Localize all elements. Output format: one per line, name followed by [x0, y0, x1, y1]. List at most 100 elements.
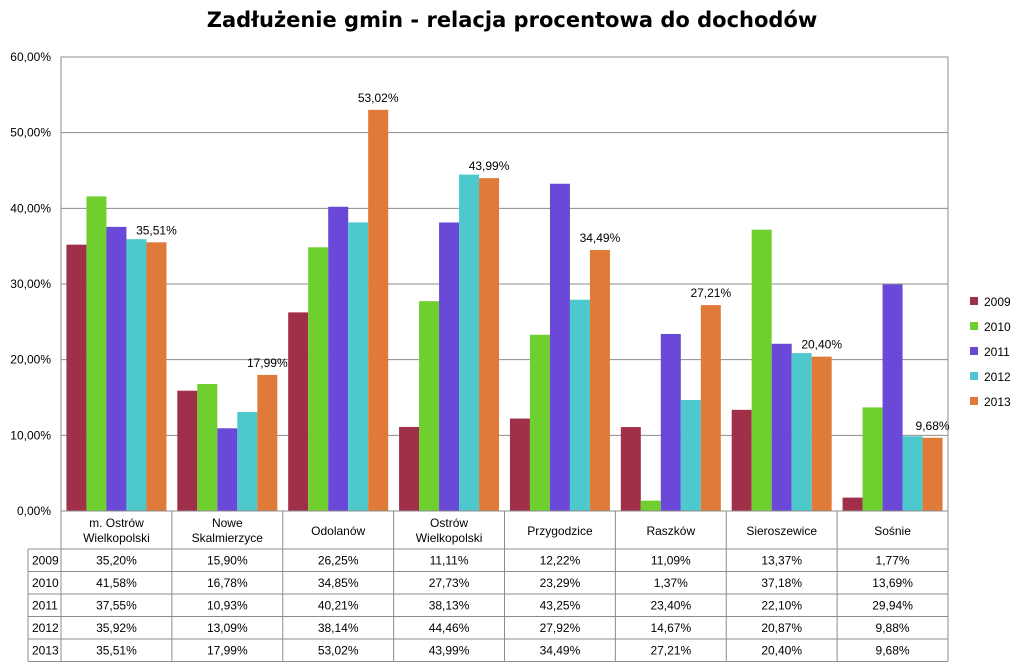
y-tick-label: 20,00%: [10, 353, 51, 367]
category-label: Wielkopolski: [83, 531, 150, 545]
bar-2013: [589, 250, 610, 511]
legend-label-2010: 2010: [984, 320, 1011, 334]
table-cell: 38,14%: [318, 621, 359, 635]
y-tick-label: 0,00%: [17, 504, 51, 518]
bar-2009: [399, 426, 420, 511]
data-label: 43,99%: [469, 159, 510, 173]
table-cell: 34,85%: [318, 576, 359, 590]
bar-2013: [146, 242, 167, 511]
y-tick-label: 10,00%: [10, 428, 51, 442]
bar-2012: [237, 411, 258, 511]
bar-2012: [459, 174, 480, 511]
data-label: 53,02%: [358, 91, 399, 105]
y-tick-label: 30,00%: [10, 277, 51, 291]
table-cell: 20,87%: [761, 621, 802, 635]
data-label: 27,21%: [690, 286, 731, 300]
category-label: Sieroszewice: [746, 524, 817, 538]
table-cell: 23,40%: [650, 598, 691, 612]
table-cell: 13,69%: [872, 576, 913, 590]
data-label: 35,51%: [136, 223, 177, 237]
legend-label-2012: 2012: [984, 370, 1011, 384]
bar-2010: [308, 247, 329, 511]
bar-2011: [549, 183, 570, 511]
table-cell: 41,58%: [96, 576, 137, 590]
bar-2010: [529, 334, 550, 511]
table-cell: 1,37%: [654, 576, 688, 590]
bar-2009: [66, 244, 87, 512]
table-cell: 23,29%: [540, 576, 581, 590]
table-cell: 13,09%: [207, 621, 248, 635]
bar-2013: [257, 374, 278, 511]
table-cell: 9,88%: [876, 621, 910, 635]
category-label: Ostrów: [430, 516, 468, 530]
legend-swatch-2010: [970, 322, 978, 330]
data-label: 17,99%: [247, 356, 288, 370]
bar-2010: [751, 229, 772, 511]
bar-2009: [509, 418, 530, 511]
table-cell: 35,51%: [96, 643, 137, 657]
row-header-2009: 2009: [32, 553, 59, 567]
bar-2012: [680, 399, 701, 511]
table-cell: 12,22%: [540, 553, 581, 567]
bar-2013: [368, 109, 389, 511]
table-cell: 1,77%: [876, 553, 910, 567]
category-label: Skalmierzyce: [192, 531, 264, 545]
legend-label-2011: 2011: [984, 345, 1010, 359]
category-label: Odolanów: [311, 524, 365, 538]
table-cell: 11,11%: [430, 553, 469, 567]
table-cell: 14,67%: [650, 621, 691, 635]
legend-label-2013: 2013: [984, 395, 1011, 409]
category-label: Wielkopolski: [416, 531, 483, 545]
table-cell: 16,78%: [207, 576, 248, 590]
row-header-2011: 2011: [32, 598, 58, 612]
bar-2012: [348, 222, 369, 511]
category-label: m. Ostrów: [89, 516, 144, 530]
bar-2010: [197, 384, 218, 511]
table-cell: 15,90%: [207, 553, 248, 567]
bar-2009: [731, 409, 752, 511]
bar-2011: [328, 206, 349, 512]
bar-2013: [700, 305, 721, 511]
bar-2009: [177, 390, 198, 511]
table-cell: 34,49%: [540, 643, 581, 657]
bar-2009: [288, 312, 309, 511]
table-cell: 37,18%: [761, 576, 802, 590]
bar-2009: [620, 427, 641, 511]
table-cell: 27,73%: [429, 576, 470, 590]
row-header-2010: 2010: [32, 576, 59, 590]
data-label: 34,49%: [580, 231, 621, 245]
bar-2012: [126, 239, 147, 512]
bar-2011: [882, 284, 903, 511]
table-cell: 43,99%: [429, 643, 470, 657]
table-cell: 53,02%: [318, 643, 359, 657]
bar-2011: [439, 222, 460, 511]
bar-2010: [86, 196, 107, 512]
category-label: Przygodzice: [527, 524, 593, 538]
table-cell: 26,25%: [318, 553, 359, 567]
data-label: 9,68%: [916, 419, 950, 433]
table-cell: 35,20%: [96, 553, 137, 567]
legend-swatch-2009: [970, 297, 978, 305]
table-cell: 27,92%: [540, 621, 581, 635]
table-cell: 11,09%: [651, 553, 691, 567]
table-cell: 10,93%: [207, 598, 248, 612]
bar-2010: [419, 301, 440, 511]
bar-2012: [791, 353, 812, 511]
bar-2013: [922, 437, 943, 511]
table-cell: 37,55%: [96, 598, 137, 612]
row-header-2013: 2013: [32, 643, 59, 657]
table-cell: 40,21%: [318, 598, 359, 612]
y-tick-label: 40,00%: [10, 201, 51, 215]
bar-2011: [217, 428, 238, 511]
category-label: Nowe: [212, 516, 243, 530]
bar-2011: [106, 226, 127, 511]
legend-label-2009: 2009: [984, 295, 1011, 309]
table-cell: 27,21%: [650, 643, 691, 657]
bar-2013: [479, 178, 500, 511]
y-tick-label: 50,00%: [10, 126, 51, 140]
legend-swatch-2012: [970, 372, 978, 380]
table-cell: 43,25%: [540, 598, 581, 612]
table-cell: 22,10%: [761, 598, 802, 612]
bar-2013: [811, 356, 832, 511]
